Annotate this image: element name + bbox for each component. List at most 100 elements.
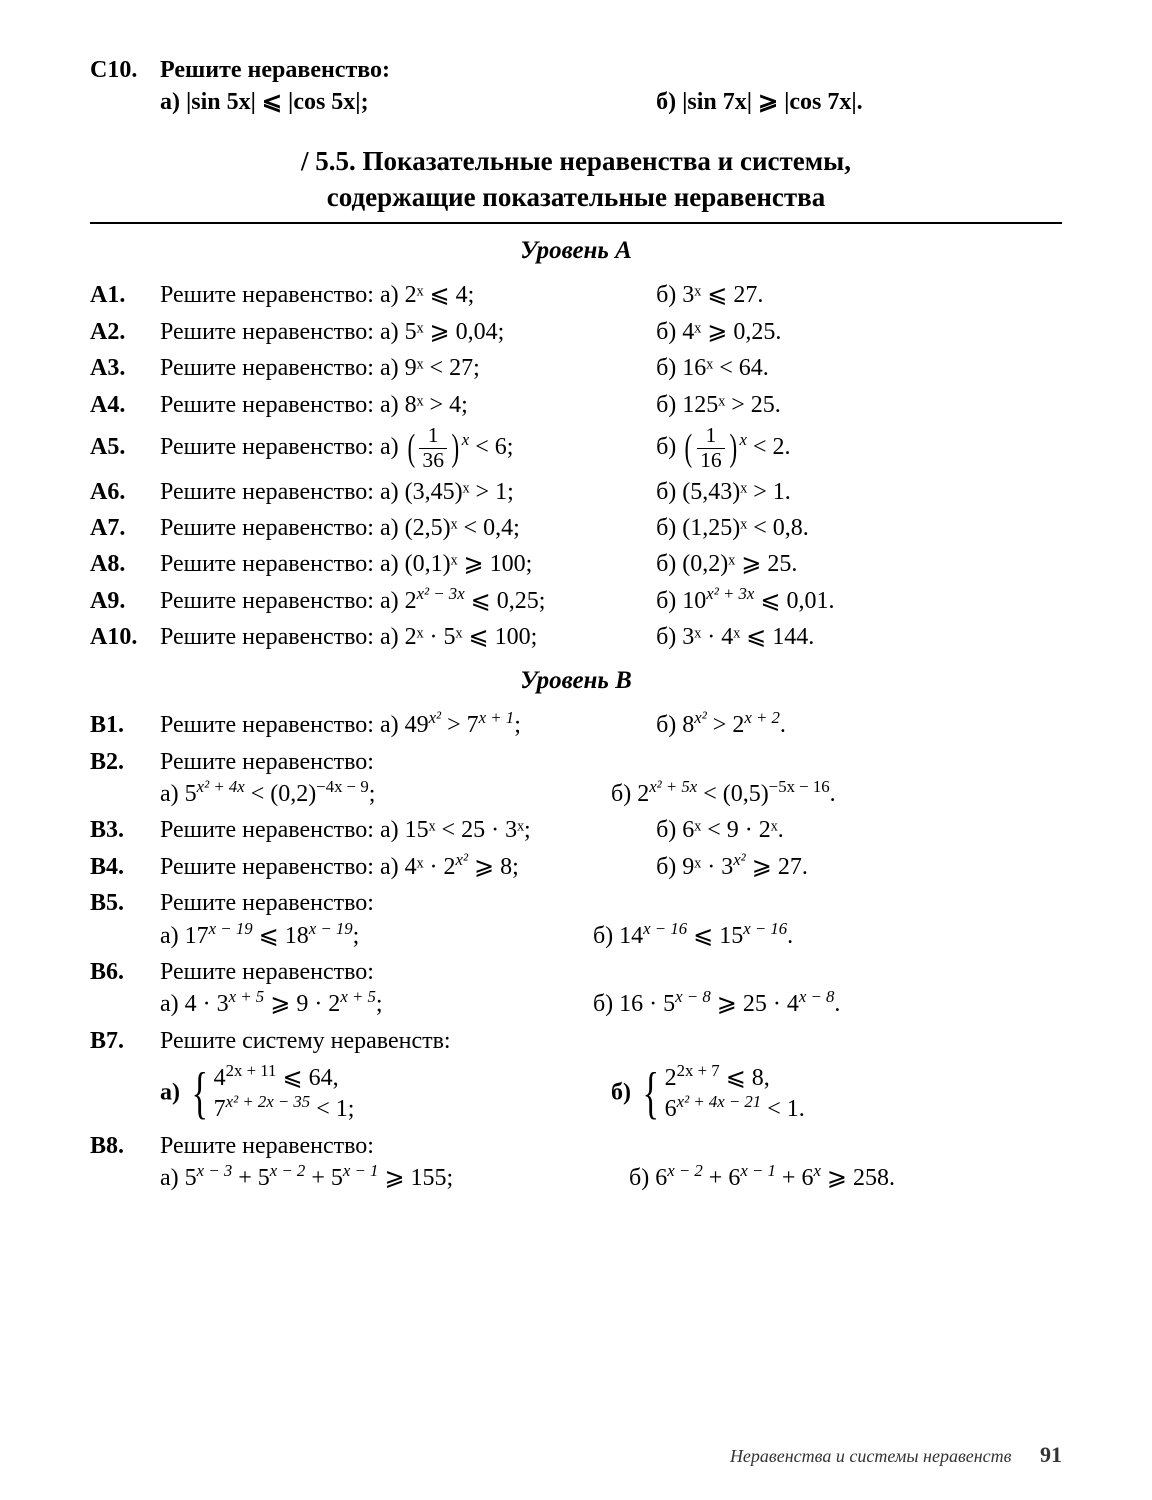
problem-label: A9.: [90, 585, 160, 617]
brace-icon: {: [192, 1068, 209, 1120]
text: б) 10: [656, 588, 706, 614]
problem-b4: B4. Решите неравенство: а) 4ˣ · 2x² ⩾ 8;…: [90, 851, 1062, 883]
text: б) 2: [611, 781, 649, 807]
problem-parts: а) 17x − 19 ⩽ 18x − 19; б) 14x − 16 ⩽ 15…: [160, 920, 1062, 952]
exponent: x + 5: [229, 987, 265, 1006]
problem-c10: С10. Решите неравенство: а) |sin 5x| ⩽ |…: [90, 54, 1062, 119]
part-a: Решите неравенство: а) (2,5)ˣ < 0,4;: [160, 512, 656, 544]
tail: ⩽ 0,25;: [465, 588, 546, 614]
level-a-heading: Уровень А: [90, 234, 1062, 268]
section-line2: содержащие показательные неравенства: [327, 182, 825, 212]
part-b: б) (0,2)ˣ ⩾ 25.: [656, 548, 1062, 580]
problem-title: Решите неравенство:: [160, 1130, 1062, 1162]
problem-b7: B7. Решите систему неравенств: а) { 42x …: [90, 1025, 1062, 1126]
text: ⩾ 25 · 4: [711, 991, 799, 1017]
problem-label: С10.: [90, 54, 160, 86]
exponent: x − 8: [675, 987, 711, 1006]
tail: < 2.: [753, 434, 791, 460]
problem-parts: а) 5x − 3 + 5x − 2 + 5x − 1 ⩾ 155; б) 6x…: [160, 1162, 1062, 1194]
exponent: x + 1: [479, 708, 515, 727]
exponent: x − 16: [643, 919, 687, 938]
text: Решите неравенство: а): [160, 434, 399, 460]
system-row: 42x + 11 ⩽ 64,: [214, 1063, 355, 1094]
fraction: 136: [419, 425, 447, 471]
part-a: Решите неравенство: а) (0,1)ˣ ⩾ 100;: [160, 548, 656, 580]
exponent: x²: [733, 850, 745, 869]
part-a: Решите неравенство: а) (136)x < 6;: [160, 425, 656, 472]
part-a: Решите неравенство: а) 49x² > 7x + 1;: [160, 709, 656, 741]
part-b: б) (5,43)ˣ > 1.: [656, 476, 1062, 508]
problem-b2: B2. Решите неравенство: а) 5x² + 4x < (0…: [90, 746, 1062, 811]
problem-b1: B1. Решите неравенство: а) 49x² > 7x + 1…: [90, 709, 1062, 741]
text: ⩽ 18: [253, 923, 309, 949]
text: Решите неравенство: а) 2: [160, 588, 417, 614]
problem-label: A1.: [90, 279, 160, 311]
part-b: б) |sin 7x| ⩾ |cos 7x|.: [656, 86, 1062, 118]
problem-body: Решите неравенство: а) |sin 5x| ⩽ |cos 5…: [160, 54, 1062, 119]
exponent: x − 16: [743, 919, 787, 938]
part-label: а): [160, 1080, 180, 1106]
part-b: б) 6ˣ < 9 · 2ˣ.: [656, 814, 1062, 846]
text: < (0,2): [245, 781, 317, 807]
exponent: x² + 4x: [197, 777, 245, 796]
part-b: б) { 22x + 7 ⩽ 8, 6x² + 4x − 21 < 1.: [611, 1063, 1062, 1125]
problem-label: A7.: [90, 512, 160, 544]
text: б): [656, 434, 676, 460]
problem-parts: а) { 42x + 11 ⩽ 64, 7x² + 2x − 35 < 1; б…: [160, 1063, 1062, 1125]
page-footer: Неравенства и системы неравенств 91: [730, 1440, 1062, 1470]
system-row: 6x² + 4x − 21 < 1.: [665, 1094, 805, 1125]
part-a: Решите неравенство: а) 8ˣ > 4;: [160, 389, 656, 421]
part-b: б) 8x² > 2x + 2.: [656, 709, 1062, 741]
tail: .: [780, 712, 786, 738]
problem-label: A3.: [90, 352, 160, 384]
problem-label: B3.: [90, 814, 160, 846]
text: а) 4 · 3: [160, 991, 229, 1017]
problem-a3: A3. Решите неравенство: а) 9ˣ < 27; б) 1…: [90, 352, 1062, 384]
exponent: x − 19: [209, 919, 253, 938]
exponent: x²: [694, 708, 706, 727]
problem-title: Решите неравенство:: [160, 887, 1062, 919]
part-a: Решите неравенство: а) (3,45)ˣ > 1;: [160, 476, 656, 508]
part-a: а) 4 · 3x + 5 ⩾ 9 · 2x + 5;: [160, 988, 593, 1020]
problem-label: B1.: [90, 709, 160, 741]
problem-b8: B8. Решите неравенство: а) 5x − 3 + 5x −…: [90, 1130, 1062, 1195]
problem-label: A4.: [90, 389, 160, 421]
exponent: x²: [429, 708, 441, 727]
tail: .: [787, 923, 793, 949]
brace-icon: {: [643, 1068, 660, 1120]
exponent: −5x − 16: [769, 777, 830, 796]
part-a: а) |sin 5x| ⩽ |cos 5x|;: [160, 86, 656, 118]
problem-label: A6.: [90, 476, 160, 508]
exponent: x² + 3x: [706, 584, 754, 603]
page-number: 91: [1040, 1442, 1062, 1467]
problem-label: A5.: [90, 425, 160, 471]
part-b: б) 16 · 5x − 8 ⩾ 25 · 4x − 8.: [593, 988, 1062, 1020]
fraction: 116: [697, 425, 725, 471]
tail: ⩾ 8;: [468, 854, 519, 880]
problem-label: A10.: [90, 621, 160, 653]
tail: ;: [376, 991, 383, 1017]
problem-a9: A9. Решите неравенство: а) 2x² − 3x ⩽ 0,…: [90, 585, 1062, 617]
problem-label: B8.: [90, 1130, 160, 1162]
section-line1: Показательные неравенства и системы,: [363, 146, 851, 176]
level-b-heading: Уровень В: [90, 664, 1062, 698]
problem-a2: A2. Решите неравенство: а) 5ˣ ⩾ 0,04; б)…: [90, 316, 1062, 348]
part-b: б) 2x² + 5x < (0,5)−5x − 16.: [611, 778, 1062, 810]
exponent: x: [462, 430, 469, 449]
problem-label: B6.: [90, 956, 160, 988]
system-row: 7x² + 2x − 35 < 1;: [214, 1094, 355, 1125]
text: Решите неравенство: а) 4ˣ · 2: [160, 854, 456, 880]
text: б) 16 · 5: [593, 991, 675, 1017]
tail: .: [830, 781, 836, 807]
text: б) 14: [593, 923, 643, 949]
problem-b3: B3. Решите неравенство: а) 15ˣ < 25 · 3ˣ…: [90, 814, 1062, 846]
problem-label: A2.: [90, 316, 160, 348]
exponent: x: [739, 430, 746, 449]
part-b: б) (116)x < 2.: [656, 425, 1062, 472]
text: б) 9ˣ · 3: [656, 854, 733, 880]
problem-a10: A10. Решите неравенство: а) 2ˣ · 5ˣ ⩽ 10…: [90, 621, 1062, 653]
problem-parts: а) |sin 5x| ⩽ |cos 5x|; б) |sin 7x| ⩾ |c…: [160, 86, 1062, 118]
text: ⩽ 15: [687, 923, 743, 949]
part-b: б) 3ˣ ⩽ 27.: [656, 279, 1062, 311]
part-a: Решите неравенство: а) 5ˣ ⩾ 0,04;: [160, 316, 656, 348]
